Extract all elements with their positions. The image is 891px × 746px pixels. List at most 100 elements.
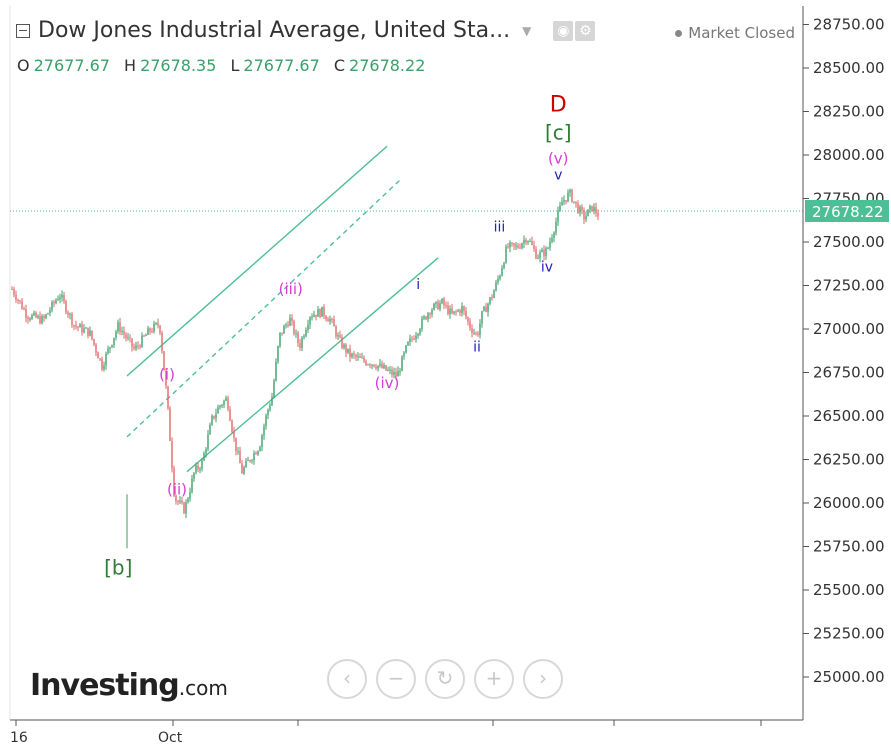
- candle-body: [461, 306, 463, 313]
- candle-body: [193, 472, 195, 479]
- candle-body: [151, 331, 153, 333]
- gear-icon[interactable]: ⚙: [575, 20, 596, 41]
- candle-body: [459, 310, 461, 313]
- candle-body: [261, 435, 263, 448]
- candle-body: [351, 353, 353, 358]
- candle-body: [457, 310, 459, 312]
- candle-body: [213, 415, 215, 419]
- candle-body: [279, 332, 281, 346]
- candle-body: [345, 344, 347, 353]
- y-tick-label: 26000.00: [813, 494, 885, 512]
- y-tick-label: 27250.00: [813, 277, 885, 295]
- candle-body: [463, 306, 465, 311]
- candle-body: [245, 460, 247, 468]
- candle-body: [427, 313, 429, 320]
- candle-body: [197, 465, 199, 470]
- candle-body: [77, 326, 79, 328]
- y-tick-label: 28500.00: [813, 59, 885, 77]
- zoom-in-icon[interactable]: +: [474, 659, 514, 699]
- candle-body: [455, 311, 457, 313]
- candle-body: [269, 405, 271, 410]
- candle-body: [337, 335, 339, 337]
- candle-body: [277, 345, 279, 362]
- candle-body: [23, 308, 25, 310]
- close-label: C: [333, 56, 346, 75]
- candle-body: [37, 316, 39, 318]
- y-tick-label: 26500.00: [813, 407, 885, 425]
- candle-body: [195, 465, 197, 473]
- collapse-icon[interactable]: [16, 23, 30, 38]
- candle-body: [433, 303, 435, 310]
- candle-body: [57, 299, 59, 301]
- wave-label: D: [550, 93, 567, 118]
- candle-body: [447, 305, 449, 315]
- candle-body: [309, 317, 311, 325]
- candle-body: [95, 344, 97, 353]
- caret-down-icon[interactable]: ▼: [522, 23, 532, 38]
- candle-body: [137, 345, 139, 347]
- candle-body: [107, 348, 109, 354]
- x-tick-label: Oct: [158, 730, 183, 746]
- last-price-tag: [805, 199, 889, 222]
- eye-icon[interactable]: ◉: [553, 20, 574, 41]
- candle-body: [369, 364, 371, 366]
- candle-body: [473, 332, 475, 334]
- candle-body: [247, 460, 249, 462]
- candle-body: [105, 353, 107, 366]
- candle-body: [303, 336, 305, 338]
- candle-body: [135, 345, 137, 349]
- y-tick-label: 25250.00: [813, 625, 885, 643]
- candle-body: [127, 337, 129, 339]
- candle-body: [353, 353, 355, 356]
- candle-body: [365, 361, 367, 365]
- candle-body: [587, 209, 589, 217]
- candle-body: [161, 332, 163, 352]
- candle-body: [295, 332, 297, 334]
- candle-body: [393, 372, 395, 375]
- candle-body: [423, 316, 425, 319]
- reset-icon[interactable]: ↻: [425, 659, 465, 699]
- candle-body: [381, 363, 383, 368]
- candle-body: [343, 344, 345, 348]
- candle-body: [165, 370, 167, 387]
- candle-body: [291, 318, 293, 322]
- candle-body: [359, 356, 361, 358]
- last-price-label: 27678.22: [812, 203, 884, 221]
- high-value: 27678.35: [140, 56, 217, 75]
- candle-body: [569, 189, 571, 193]
- candle-body: [71, 313, 73, 326]
- candle-body: [253, 452, 255, 461]
- y-tick-label: 28250.00: [813, 103, 885, 121]
- candle-body: [571, 189, 573, 203]
- zoom-out-icon[interactable]: −: [376, 659, 416, 699]
- candle-body: [535, 248, 537, 259]
- candle-body: [361, 357, 363, 359]
- candle-body: [505, 246, 507, 263]
- candle-body: [171, 440, 173, 469]
- candle-body: [65, 301, 67, 313]
- candle-body: [27, 317, 29, 320]
- candle-body: [497, 278, 499, 283]
- candle-body: [215, 413, 217, 419]
- wave-label: [c]: [545, 120, 572, 144]
- candle-body: [225, 397, 227, 401]
- candle-body: [385, 365, 387, 371]
- candle-body: [87, 327, 89, 336]
- candle-body: [529, 241, 531, 243]
- candle-body: [227, 397, 229, 410]
- candle-body: [499, 275, 501, 279]
- candle-body: [123, 331, 125, 335]
- candle-body: [495, 282, 497, 291]
- investing-logo: Investing.com: [30, 668, 228, 703]
- candle-body: [319, 309, 321, 317]
- high-label: H: [124, 56, 137, 75]
- candle-body: [69, 313, 71, 315]
- candle-body: [49, 310, 51, 314]
- candle-body: [223, 400, 225, 406]
- chevron-right-icon[interactable]: ›: [523, 659, 563, 699]
- chevron-left-icon[interactable]: ‹: [327, 659, 367, 699]
- candle-body: [243, 467, 245, 474]
- candle-body: [555, 221, 557, 233]
- candle-body: [441, 298, 443, 304]
